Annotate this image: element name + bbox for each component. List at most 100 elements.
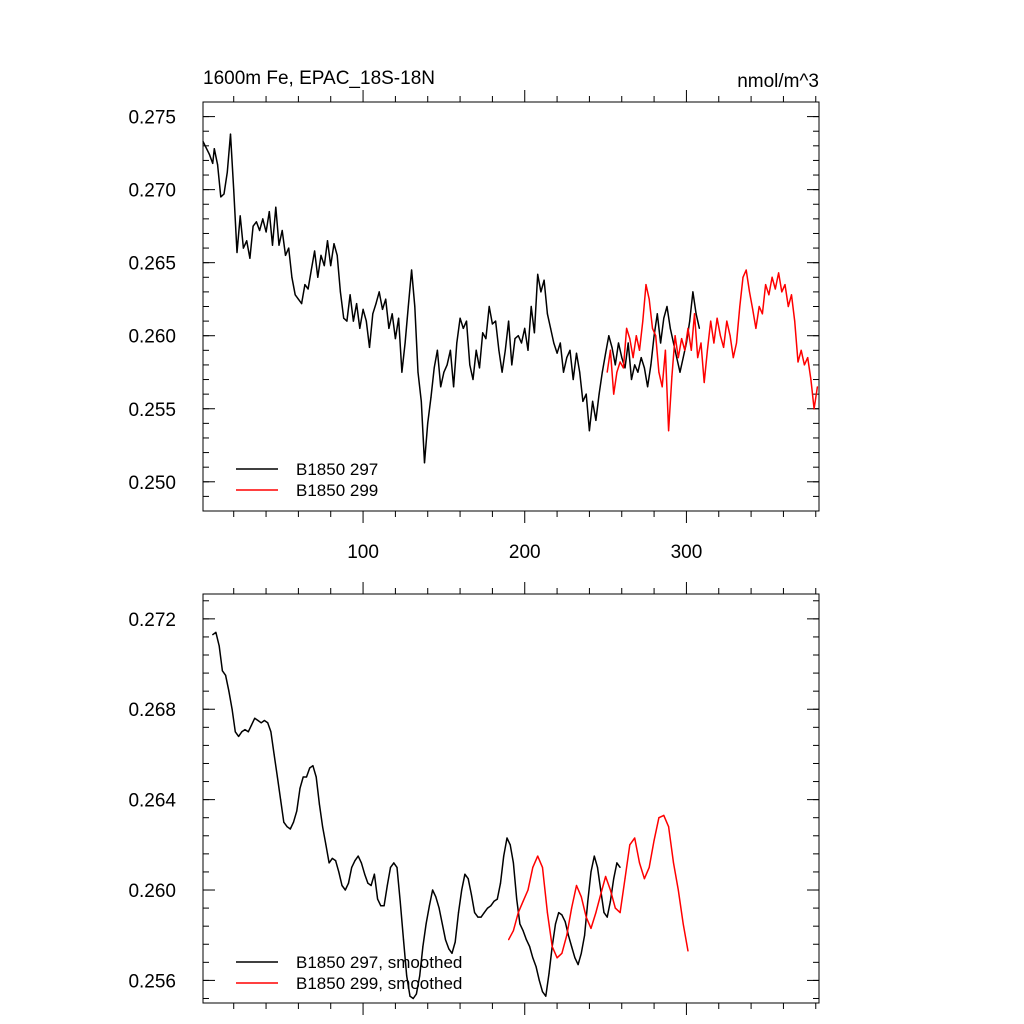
data-point [647,386,649,388]
data-point [305,776,308,778]
data-point [800,349,802,351]
data-point [381,308,384,310]
data-point [472,378,474,381]
data-point [532,957,534,959]
data-point [427,422,429,424]
data-point [509,844,511,846]
y-tick-label: 0.272 [128,610,176,631]
data-point [556,352,558,354]
data-point [642,320,644,322]
data-point [286,826,288,828]
data-point [292,821,295,823]
data-point [682,357,684,359]
data-point [687,950,689,952]
data-point [229,133,232,135]
data-point [655,335,657,337]
data-point [212,634,214,636]
plot-frame [202,593,820,1004]
data-point [546,912,549,914]
data-point [231,708,233,710]
data-point [651,327,654,329]
data-point [417,371,419,373]
data-point [551,945,553,948]
data-point [328,862,330,864]
data-point [389,866,392,869]
data-point [343,317,345,319]
data-point [449,349,451,351]
data-point [330,265,332,267]
series-black [202,133,701,464]
data-point [304,284,306,286]
data-point [465,320,468,322]
data-point [252,225,254,227]
data-point [537,273,539,275]
data-point [603,912,605,914]
data-point [723,346,725,348]
data-point [514,338,516,340]
data-point [496,898,498,900]
data-point [643,367,646,369]
data-point [577,964,579,966]
data-point [225,674,227,676]
data-point [617,342,620,344]
data-point [407,305,409,308]
data-point [532,866,534,869]
data-point [790,294,793,296]
data-point [259,229,261,232]
data-point [692,291,694,293]
data-point [761,313,764,315]
data-point [663,317,665,319]
data-point [567,934,570,936]
data-point [428,905,430,907]
data-point [291,276,293,278]
data-point [529,945,531,948]
data-point [677,357,679,359]
data-point [781,291,783,293]
data-point [590,927,592,930]
data-point [454,941,456,943]
data-point [254,717,256,719]
data-point [364,873,366,875]
y-tick-label: 0.255 [128,400,176,421]
data-point [535,966,537,968]
data-point [317,276,319,278]
data-point [729,335,731,337]
data-point [748,291,751,293]
data-point [735,342,738,344]
data-point [351,866,353,869]
series-line [507,814,689,959]
data-point [530,305,532,308]
legend-label: B1850 297 [296,460,378,479]
legend-label: B1850 297, smoothed [296,953,462,972]
data-point [215,631,217,634]
data-point [414,305,416,308]
legend-label: B1850 299 [296,481,378,500]
data-point [268,211,270,213]
y-tick-label: 0.260 [128,327,176,348]
data-point [609,349,612,351]
data-point [606,916,608,918]
data-point [637,371,639,373]
data-point [310,269,312,271]
data-point [566,357,568,359]
data-point [228,690,230,692]
data-point [356,303,358,305]
data-point [474,912,476,914]
data-point [689,320,691,322]
data-point [362,308,364,310]
data-point [239,215,241,217]
data-point [278,244,280,246]
data-point [425,923,427,925]
data-point [433,367,435,369]
data-point [373,873,375,875]
data-point [444,939,447,941]
data-point [344,889,346,891]
data-point [495,320,497,322]
data-point [643,878,646,880]
data-point [682,923,684,925]
data-point [640,357,642,359]
data-point [297,298,299,300]
y-tick-label: 0.256 [128,971,176,992]
bottom-panel: 0.256 0.260 0.264 0.268 0.272 B1850 297, smoo… [128,582,820,1015]
data-point [588,430,591,432]
